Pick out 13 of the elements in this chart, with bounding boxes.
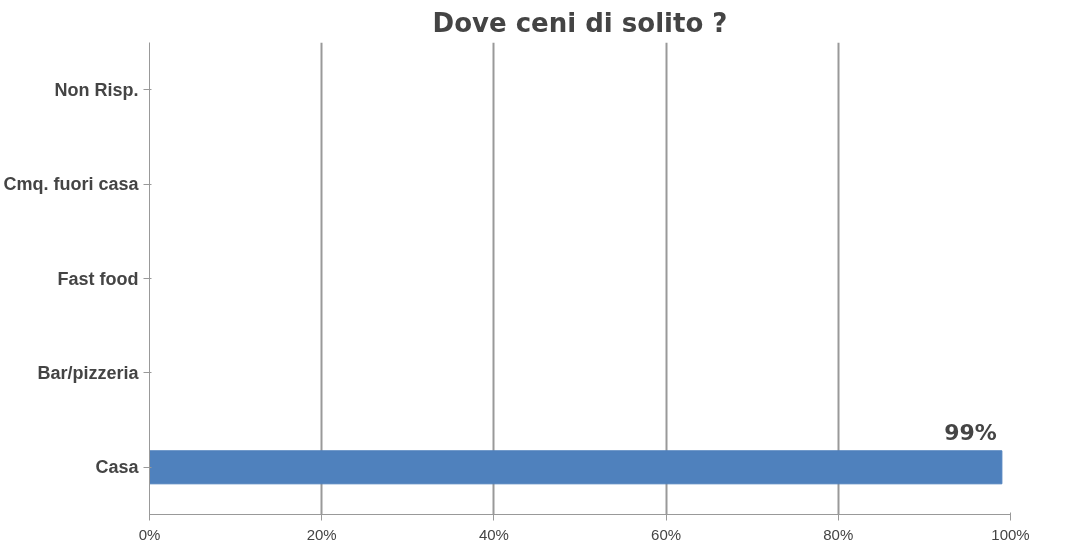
y-tick-label: Cmq. fuori casa bbox=[3, 174, 140, 195]
x-tick-label: 0% bbox=[138, 525, 161, 543]
x-tick-label: 80% bbox=[823, 525, 854, 543]
x-tick-label: 40% bbox=[478, 525, 509, 543]
data-label: 99% bbox=[944, 420, 997, 446]
y-tick-label: Bar/pizzeria bbox=[37, 362, 140, 383]
y-tick-label: Non Risp. bbox=[54, 79, 139, 100]
chart-title: Dove ceni di solito ? bbox=[432, 7, 728, 38]
x-tick-label: 100% bbox=[991, 525, 1030, 543]
y-tick-label: Casa bbox=[95, 457, 140, 478]
y-tick-label: Fast food bbox=[57, 268, 139, 289]
x-tick-label: 60% bbox=[651, 525, 682, 543]
x-tick-label: 20% bbox=[306, 525, 337, 543]
